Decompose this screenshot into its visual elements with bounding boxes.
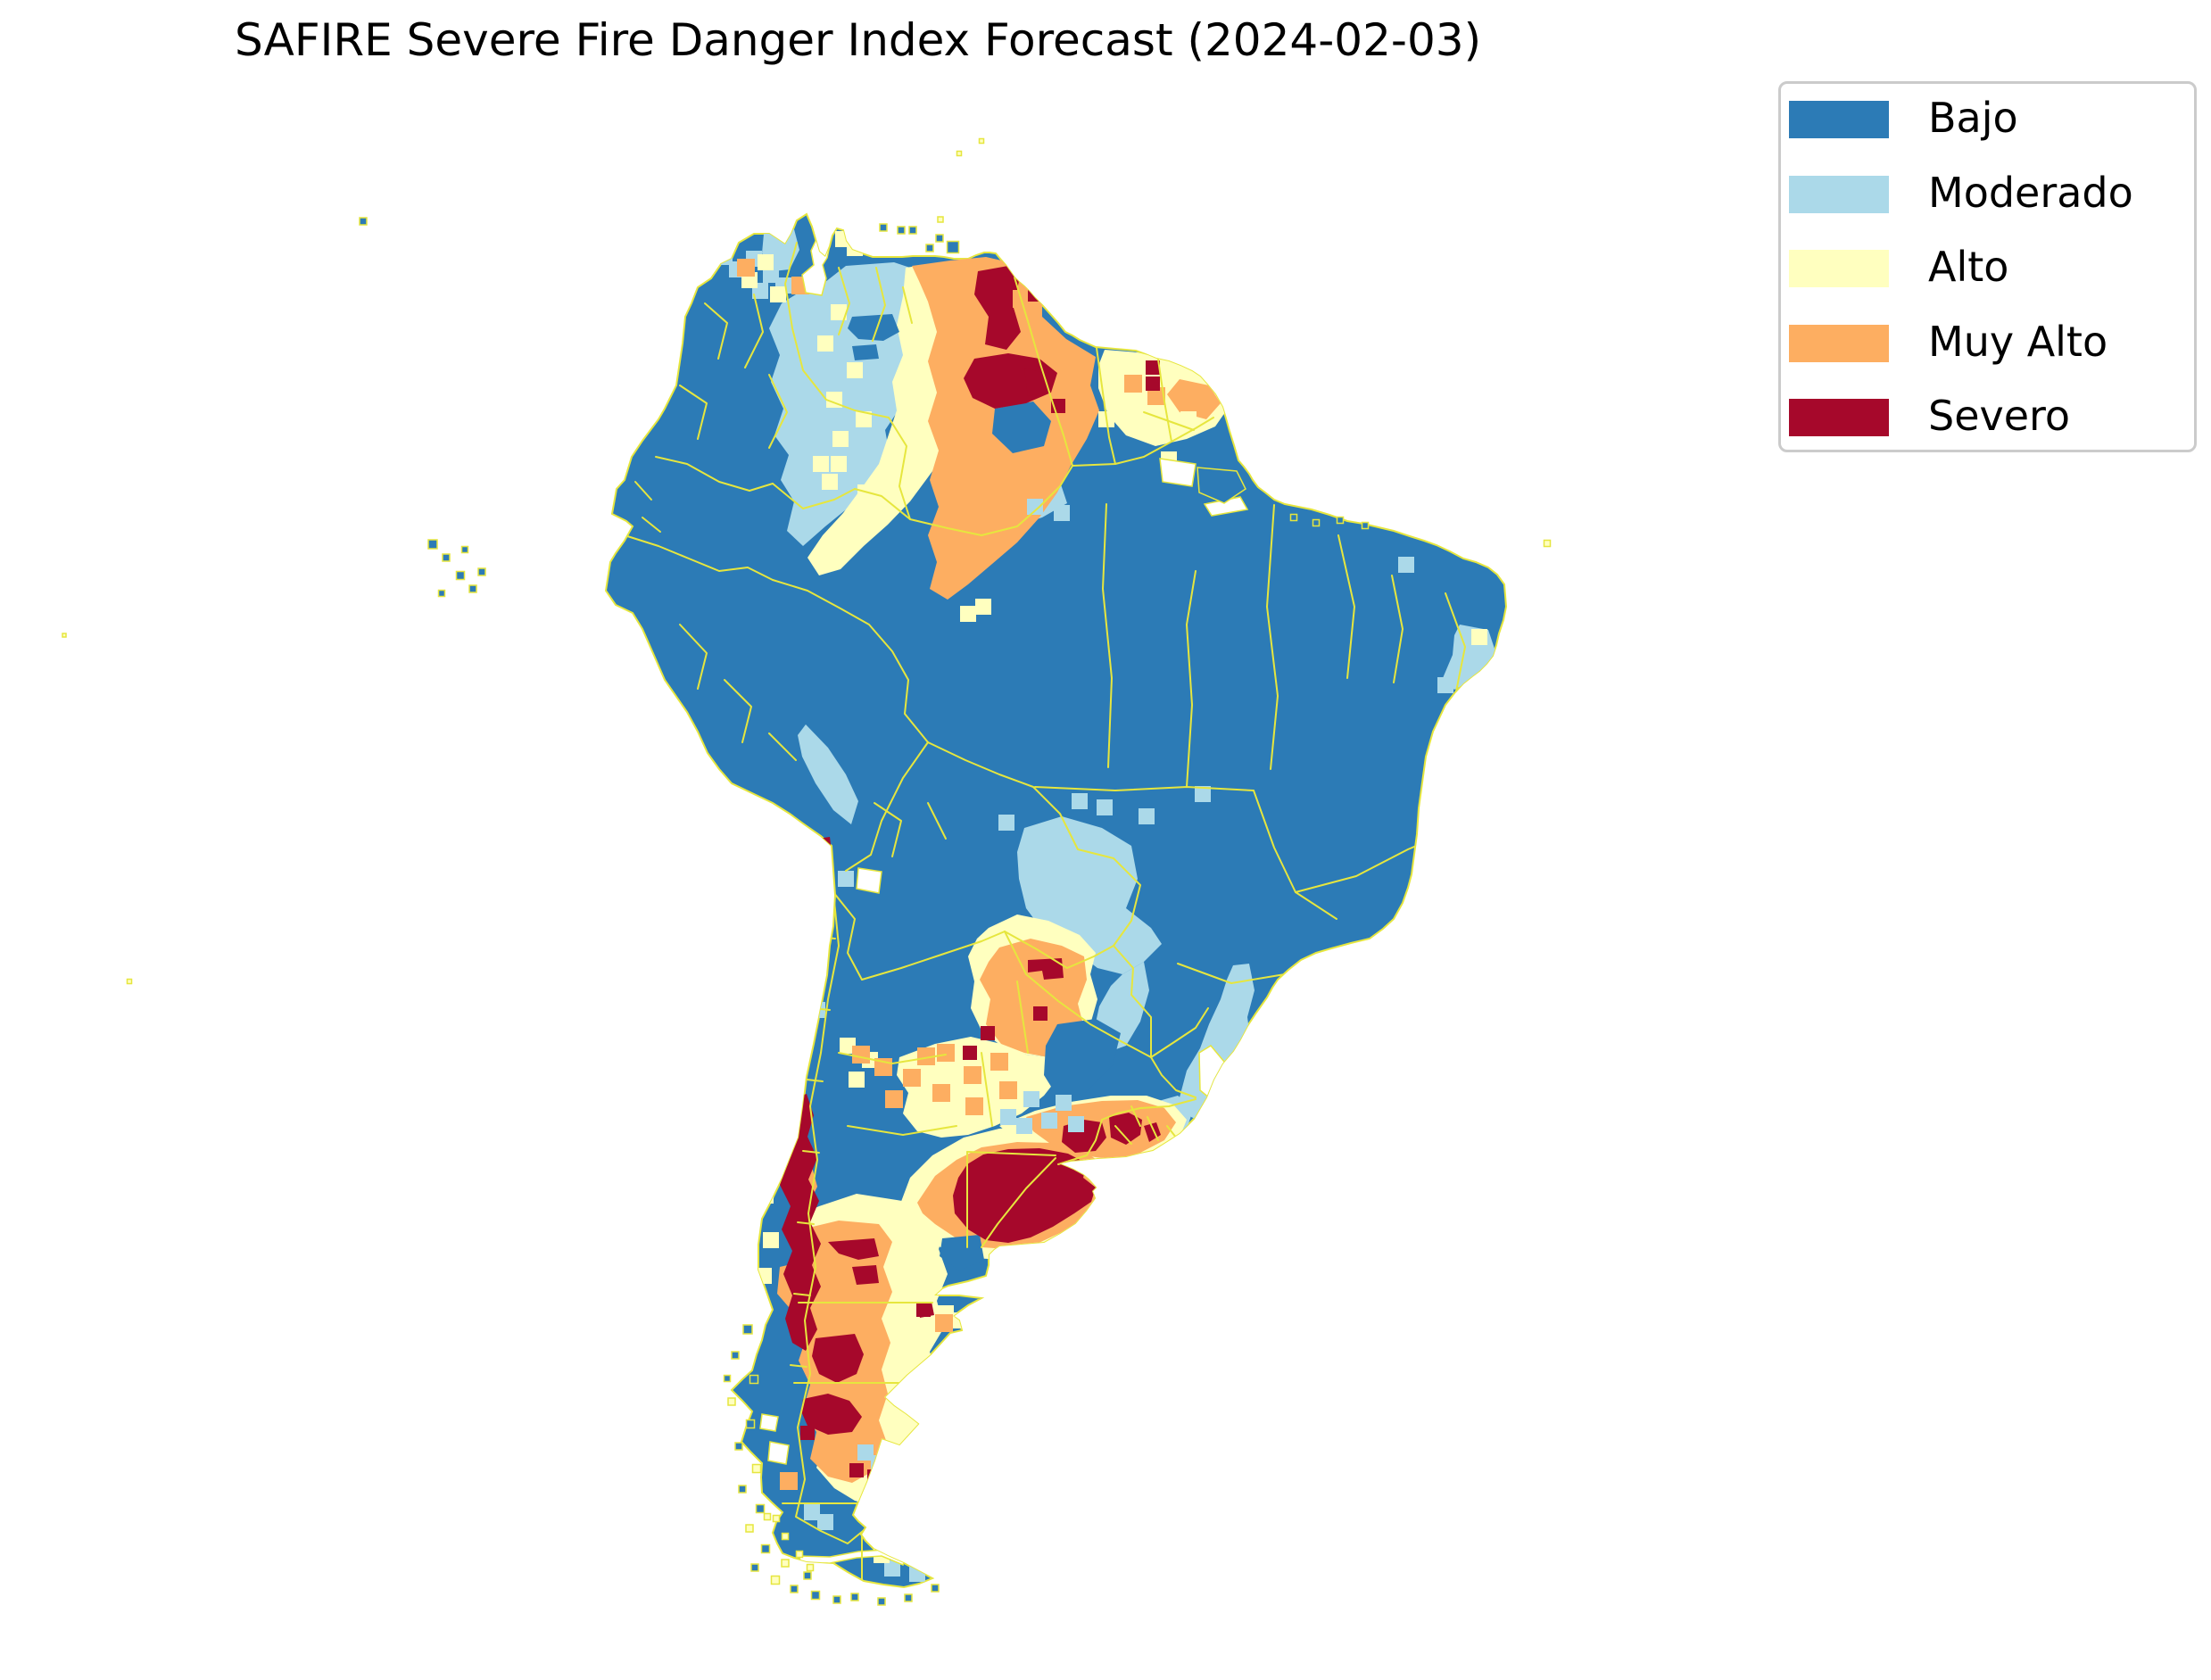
neuquen-severo-2 xyxy=(852,1265,879,1285)
fjord-islet-9 xyxy=(745,1524,754,1533)
galapagos-7 xyxy=(477,567,486,576)
margarita xyxy=(946,240,960,254)
legend-item-alto: Alto xyxy=(1781,243,2194,291)
legend-label-alto: Alto xyxy=(1928,243,2009,291)
fjord-islet-3 xyxy=(727,1397,736,1406)
fjord-islet-17 xyxy=(803,1571,812,1580)
fjord-islet-18 xyxy=(763,1512,772,1521)
maranhao-islet-2 xyxy=(1312,518,1321,527)
san-andres xyxy=(359,217,368,226)
chubut-severo-2 xyxy=(801,1394,862,1435)
antilles-dot-2 xyxy=(978,137,985,145)
pacific-speck xyxy=(62,633,67,638)
tdf-islet-3 xyxy=(904,1593,913,1602)
llanos-bajo-patch-2 xyxy=(852,344,879,360)
tdf-islet-2 xyxy=(877,1597,886,1606)
galapagos-3 xyxy=(455,570,466,581)
legend-label-bajo: Bajo xyxy=(1928,94,2018,142)
chaco-severo xyxy=(1028,958,1064,980)
guyana-coast-muyalto xyxy=(1167,379,1221,419)
fjord-islet-14 xyxy=(810,1590,821,1601)
maranhao-islet-3 xyxy=(1336,516,1345,525)
fjord-islet-6 xyxy=(751,1463,762,1474)
nw-argentina-alto xyxy=(897,1037,1060,1138)
legend-swatch-muy_alto xyxy=(1789,324,1889,362)
galapagos-4 xyxy=(468,584,477,593)
galapagos-5 xyxy=(437,589,446,598)
buenosaires-severo xyxy=(953,1148,1096,1243)
neuquen-severo-1 xyxy=(828,1238,879,1260)
patagonia-lake-2 xyxy=(759,1413,779,1432)
maranhao-islet-4 xyxy=(1361,521,1370,530)
peru-coast-moderado xyxy=(798,724,858,824)
fjord-islet-2 xyxy=(749,1374,759,1385)
grenada xyxy=(937,216,944,223)
legend-label-muy_alto: Muy Alto xyxy=(1928,317,2108,366)
lake-titicaca xyxy=(856,867,882,894)
fjord-islet-10 xyxy=(760,1543,771,1554)
admin-borders xyxy=(624,242,1466,1585)
tdf-speck-3 xyxy=(806,1563,815,1572)
essequibo-bajo-patch xyxy=(992,401,1051,453)
islands xyxy=(62,137,1552,1606)
chubut-severo-1 xyxy=(812,1334,864,1383)
venezuela-severo-n xyxy=(974,266,1021,350)
speckles-muy_alto xyxy=(737,259,1165,1490)
la-tortuga xyxy=(935,234,944,243)
legend-label-moderado: Moderado xyxy=(1928,168,2133,217)
fjord-islet-16 xyxy=(781,1559,790,1568)
antilles-dot-1 xyxy=(956,150,963,157)
legend-swatch-moderado xyxy=(1789,175,1889,213)
galapagos-1 xyxy=(427,539,438,550)
tdf-islet-4 xyxy=(931,1584,940,1593)
chart-title: SAFIRE Severe Fire Danger Index Forecast… xyxy=(235,14,1482,66)
south-buenosaires-bajo-patch xyxy=(940,1235,984,1270)
fjord-islet-13 xyxy=(790,1585,799,1593)
galapagos-2 xyxy=(442,553,451,562)
legend-swatch-bajo xyxy=(1789,101,1889,138)
venezuela-central-alto xyxy=(807,262,962,575)
legend-swatch-alto xyxy=(1789,250,1889,287)
bonaire xyxy=(897,226,906,235)
tdf-speck-4 xyxy=(772,1514,781,1523)
tdf-speck-2 xyxy=(795,1550,804,1559)
legend-item-bajo: Bajo xyxy=(1781,94,2194,142)
chiloe xyxy=(742,1324,753,1335)
legend-label-severo: Severo xyxy=(1928,392,2071,440)
fjord-islet-15 xyxy=(832,1595,841,1604)
legend-item-muy_alto: Muy Alto xyxy=(1781,318,2194,366)
llanos-bajo-patch-1 xyxy=(848,314,899,341)
maranhao-islet-1 xyxy=(1289,513,1298,522)
tdf-islet-1 xyxy=(850,1593,859,1601)
fjord-islet-19 xyxy=(723,1374,732,1383)
patagonia-lake-1 xyxy=(767,1441,790,1465)
amazon-channel xyxy=(1159,458,1197,487)
patagonia-se-moderado xyxy=(919,1408,999,1483)
los-roques xyxy=(908,226,917,235)
galapagos-6 xyxy=(460,545,469,554)
legend-item-moderado: Moderado xyxy=(1781,169,2194,217)
curacao xyxy=(879,223,888,232)
guyana-severo-arm xyxy=(1024,368,1046,396)
fjord-islet-8 xyxy=(755,1503,766,1514)
fjord-islet-11 xyxy=(750,1563,759,1572)
fernando-de-noronha xyxy=(1543,539,1552,548)
uruguay-severo-2 xyxy=(1109,1113,1142,1145)
fjord-islet-7 xyxy=(738,1485,747,1494)
legend-item-severo: Severo xyxy=(1781,392,2194,440)
fjord-islet-5 xyxy=(734,1442,743,1451)
fjord-islet-12 xyxy=(770,1575,781,1585)
legend-swatch-severo xyxy=(1789,399,1889,436)
sala-y-gomez xyxy=(126,978,133,985)
corrientes-bajo-patch xyxy=(1044,1019,1121,1101)
la-orchila xyxy=(925,244,934,252)
legend: Bajo Moderado Alto Muy Alto Severo xyxy=(1778,81,2197,452)
fjord-islet-1 xyxy=(731,1351,740,1360)
tdf-speck-1 xyxy=(781,1532,790,1541)
fjord-islet-4 xyxy=(745,1419,756,1429)
marajo-island xyxy=(1197,467,1246,504)
